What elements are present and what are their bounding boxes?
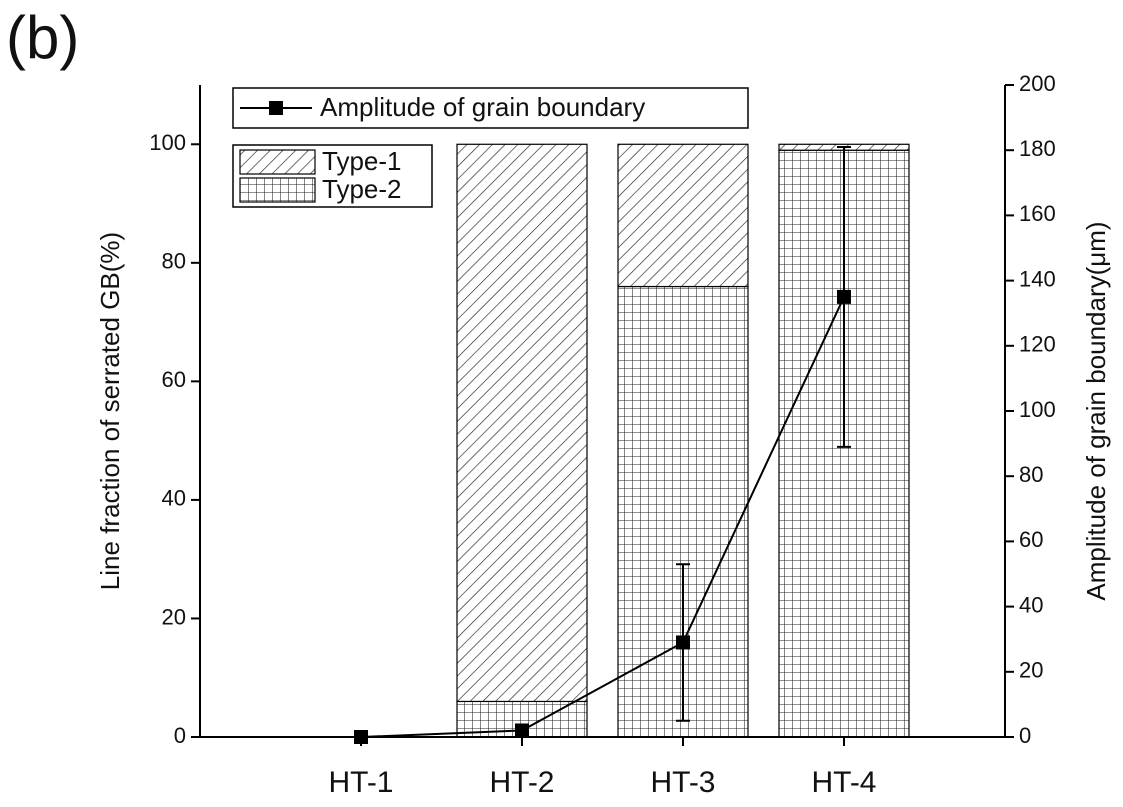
marker xyxy=(354,730,368,744)
x-tick-label: HT-3 xyxy=(650,766,715,799)
y-tick-label: 80 xyxy=(162,249,186,274)
legend-marker xyxy=(269,101,283,115)
y-axis-title: Line fraction of serrated GB(%) xyxy=(95,232,125,590)
y2-tick-label: 200 xyxy=(1019,71,1056,96)
marker xyxy=(837,289,851,304)
y2-tick-label: 140 xyxy=(1019,266,1056,291)
y2-axis-title: Amplitude of grain boundary(μm) xyxy=(1081,221,1111,600)
legend-swatch xyxy=(239,149,316,175)
line xyxy=(360,296,845,738)
y2-tick-label: 20 xyxy=(1019,658,1043,683)
bar-segment xyxy=(617,143,749,288)
legend-label: Type-2 xyxy=(322,174,402,204)
marker xyxy=(515,723,529,738)
y-tick-label: 60 xyxy=(162,367,186,392)
legend-box xyxy=(232,87,749,129)
y2-tick-label: 180 xyxy=(1019,136,1056,161)
y2-tick-label: 120 xyxy=(1019,332,1056,357)
x-tick-label: HT-1 xyxy=(328,766,393,799)
y2-tick-label: 160 xyxy=(1019,201,1056,226)
y2-tick-label: 80 xyxy=(1019,462,1043,487)
panel-label: (b) xyxy=(6,4,79,71)
y2-tick-label: 100 xyxy=(1019,397,1056,422)
x-tick-label: HT-4 xyxy=(811,766,876,799)
y-tick-label: 40 xyxy=(162,486,186,511)
y2-tick-label: 40 xyxy=(1019,592,1043,617)
y2-tick-label: 0 xyxy=(1019,723,1031,748)
legend-label: Amplitude of grain boundary xyxy=(320,92,645,122)
y-tick-label: 20 xyxy=(162,604,186,629)
y-tick-label: 100 xyxy=(149,130,186,155)
legend-label: Type-1 xyxy=(322,146,402,176)
y-tick-label: 0 xyxy=(174,723,186,748)
x-tick-label: HT-2 xyxy=(489,766,554,799)
legend-swatch xyxy=(239,177,316,203)
y2-tick-label: 60 xyxy=(1019,527,1043,552)
marker xyxy=(676,635,690,650)
bar-segment xyxy=(456,143,588,703)
